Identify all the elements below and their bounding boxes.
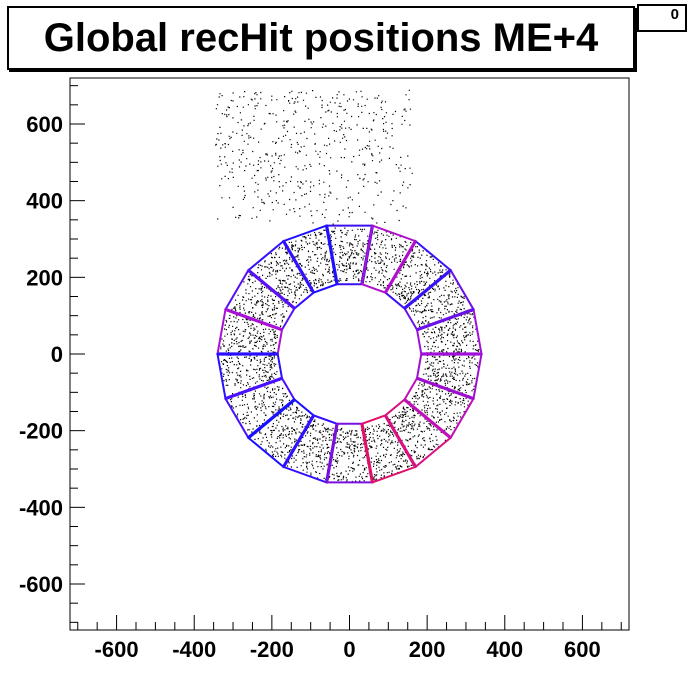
- y-tick-label: 0: [51, 342, 63, 367]
- x-tick-label: 400: [486, 637, 523, 662]
- chart-title: Global recHit positions ME+4: [43, 15, 599, 60]
- x-tick-label: 0: [343, 637, 355, 662]
- chamber-edge: [360, 423, 374, 483]
- y-tick-label: 400: [26, 189, 63, 214]
- chart-title-box: Global recHit positions ME+4: [7, 6, 635, 70]
- chamber-edge: [416, 307, 475, 332]
- chamber-edge: [416, 376, 475, 401]
- outlier-hit-points: [215, 89, 413, 225]
- chamber-outline: [325, 224, 374, 286]
- chamber-edge: [325, 423, 339, 483]
- chamber-edge: [224, 307, 283, 332]
- chamber-outline: [216, 308, 284, 355]
- y-tick-label: -200: [19, 419, 63, 444]
- x-tick-label: -400: [172, 637, 216, 662]
- chamber-outline: [325, 422, 374, 484]
- chamber-outline: [415, 308, 483, 355]
- chamber-edge: [282, 240, 315, 294]
- chamber-edge: [384, 240, 417, 294]
- chamber-edge: [247, 268, 296, 310]
- x-tick-label: 600: [564, 637, 601, 662]
- x-tick-label: -600: [95, 637, 139, 662]
- chamber-edge: [384, 414, 417, 468]
- y-tick-label: -400: [19, 495, 63, 520]
- y-tick-label: -600: [19, 572, 63, 597]
- chambers-layer: [216, 224, 483, 484]
- chamber-edge: [247, 398, 296, 440]
- plot-frame: [69, 77, 630, 631]
- chamber-edge: [403, 268, 452, 310]
- y-tick-label: 600: [26, 112, 63, 137]
- y-tick-label: 200: [26, 265, 63, 290]
- x-tick-label: -200: [250, 637, 294, 662]
- chamber-edge: [282, 414, 315, 468]
- chamber-edge: [325, 225, 339, 285]
- axes-layer: -600 -400 -200 0 200 400 600 600 400 200 0 -200 -400…: [19, 85, 622, 662]
- chamber-edge: [224, 376, 283, 401]
- stats-box: 0: [637, 4, 687, 32]
- x-tick-label: 200: [409, 637, 446, 662]
- chamber-edge: [403, 398, 452, 440]
- stats-entries: 0: [670, 6, 679, 23]
